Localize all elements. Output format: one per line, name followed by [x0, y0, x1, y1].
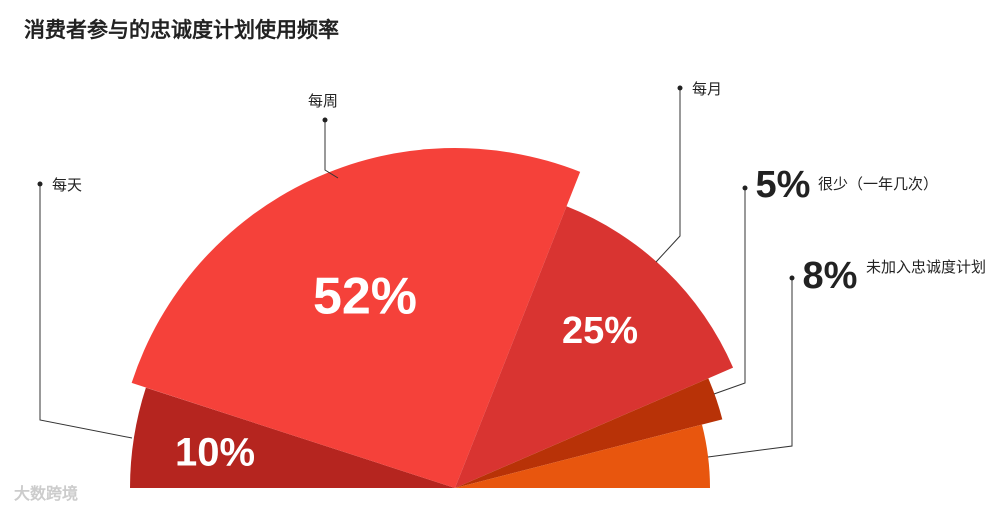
chart-title: 消费者参与的忠诚度计划使用频率 [24, 18, 339, 42]
category-label: 很少（一年几次） [818, 175, 939, 193]
leader-line [39, 184, 133, 439]
leader-dot [677, 85, 683, 91]
pie-slice [131, 148, 581, 489]
leader-dot [789, 275, 795, 281]
leader-line [713, 188, 746, 395]
leader-line [324, 120, 339, 179]
category-label: 每周 [308, 92, 339, 110]
category-label: 未加入忠诚度计划 [866, 258, 987, 276]
watermark: 大数跨境 [14, 484, 79, 503]
value-label: 10% [175, 431, 255, 475]
value-label: 8% [803, 255, 858, 297]
pie-slice [455, 378, 723, 488]
category-label: 每月 [692, 80, 723, 98]
pie-slice [455, 206, 734, 489]
leader-dot [322, 117, 328, 123]
leader-line [707, 278, 793, 458]
leader-dot [37, 181, 43, 187]
pie-slice [455, 424, 710, 488]
value-label: 25% [562, 310, 638, 352]
leader-line [655, 88, 681, 263]
pie-slice [130, 387, 455, 488]
value-label: 5% [756, 164, 811, 206]
category-label: 每天 [52, 176, 83, 194]
leader-dot [742, 185, 748, 191]
value-label: 52% [313, 268, 417, 326]
